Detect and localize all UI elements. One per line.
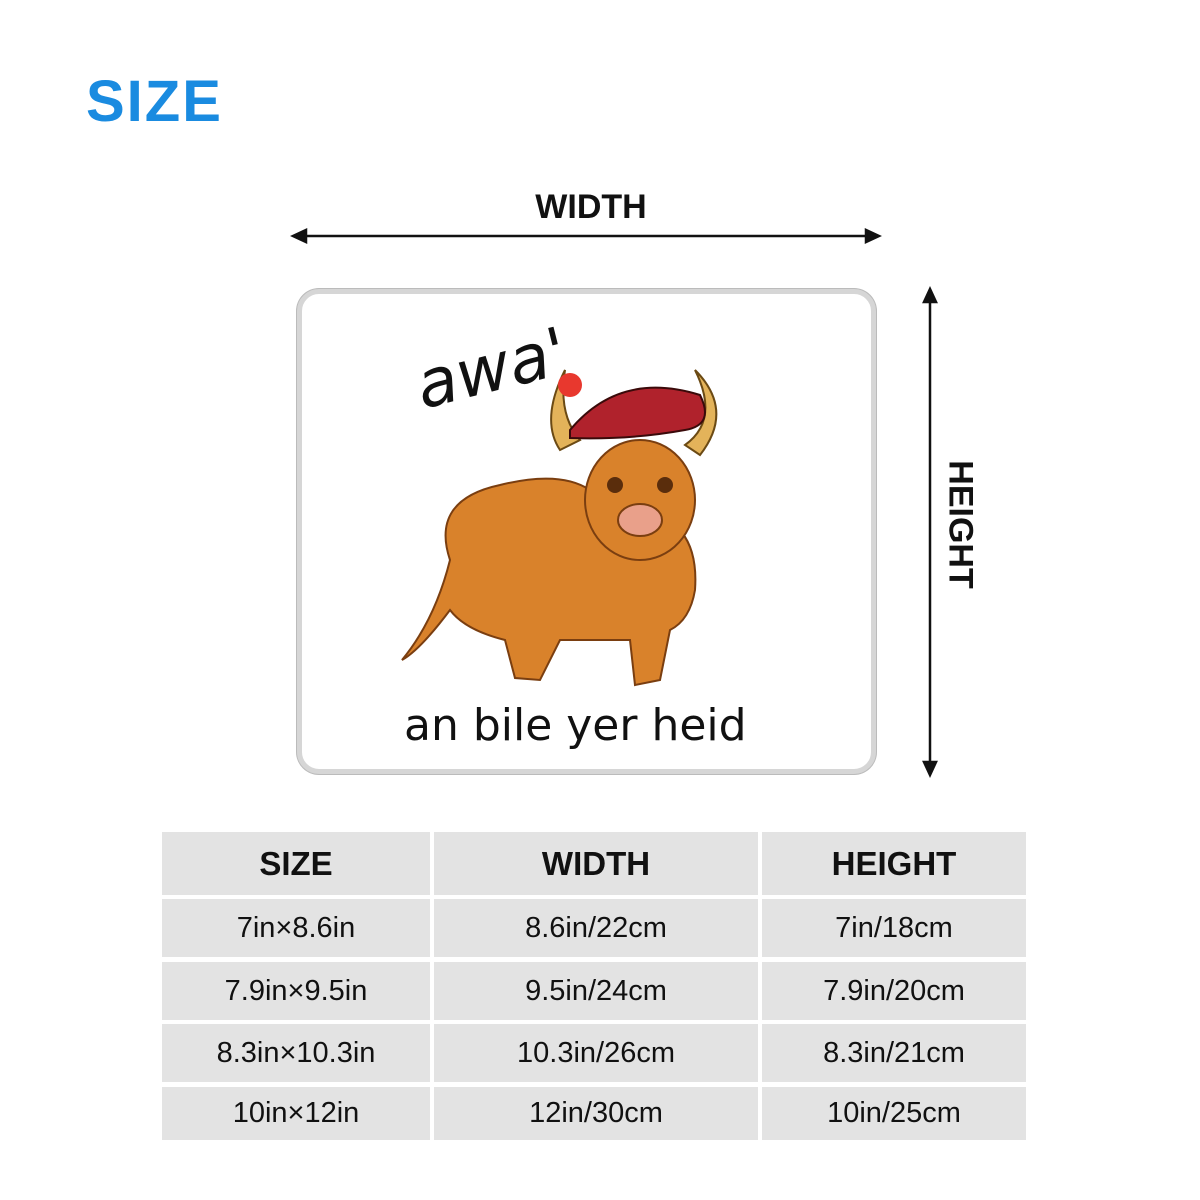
table-cell: 10in/25cm [762, 1087, 1026, 1140]
mat-text-bottom: an bile yer heid [404, 700, 747, 751]
table-cell: 8.6in/22cm [434, 899, 758, 957]
table-cell: 7.9in×9.5in [162, 962, 430, 1020]
table-cell: 10.3in/26cm [434, 1024, 758, 1082]
header-size: SIZE [162, 832, 430, 895]
table-cell: 7in/18cm [762, 899, 1026, 957]
table-cell: 8.3in×10.3in [162, 1024, 430, 1082]
height-label: HEIGHT [941, 460, 980, 589]
page-title: SIZE [86, 69, 223, 134]
width-arrow [290, 228, 882, 244]
header-height: HEIGHT [762, 832, 1026, 895]
height-arrow [922, 286, 938, 778]
table-cell: 10in×12in [162, 1087, 430, 1140]
width-label: WIDTH [535, 188, 647, 226]
table-cell: 7.9in/20cm [762, 962, 1026, 1020]
table-cell: 7in×8.6in [162, 899, 430, 957]
header-width: WIDTH [434, 832, 758, 895]
table-cell: 8.3in/21cm [762, 1024, 1026, 1082]
highland-cow-illustration [401, 369, 718, 687]
table-cell: 12in/30cm [434, 1087, 758, 1140]
table-cell: 9.5in/24cm [434, 962, 758, 1020]
